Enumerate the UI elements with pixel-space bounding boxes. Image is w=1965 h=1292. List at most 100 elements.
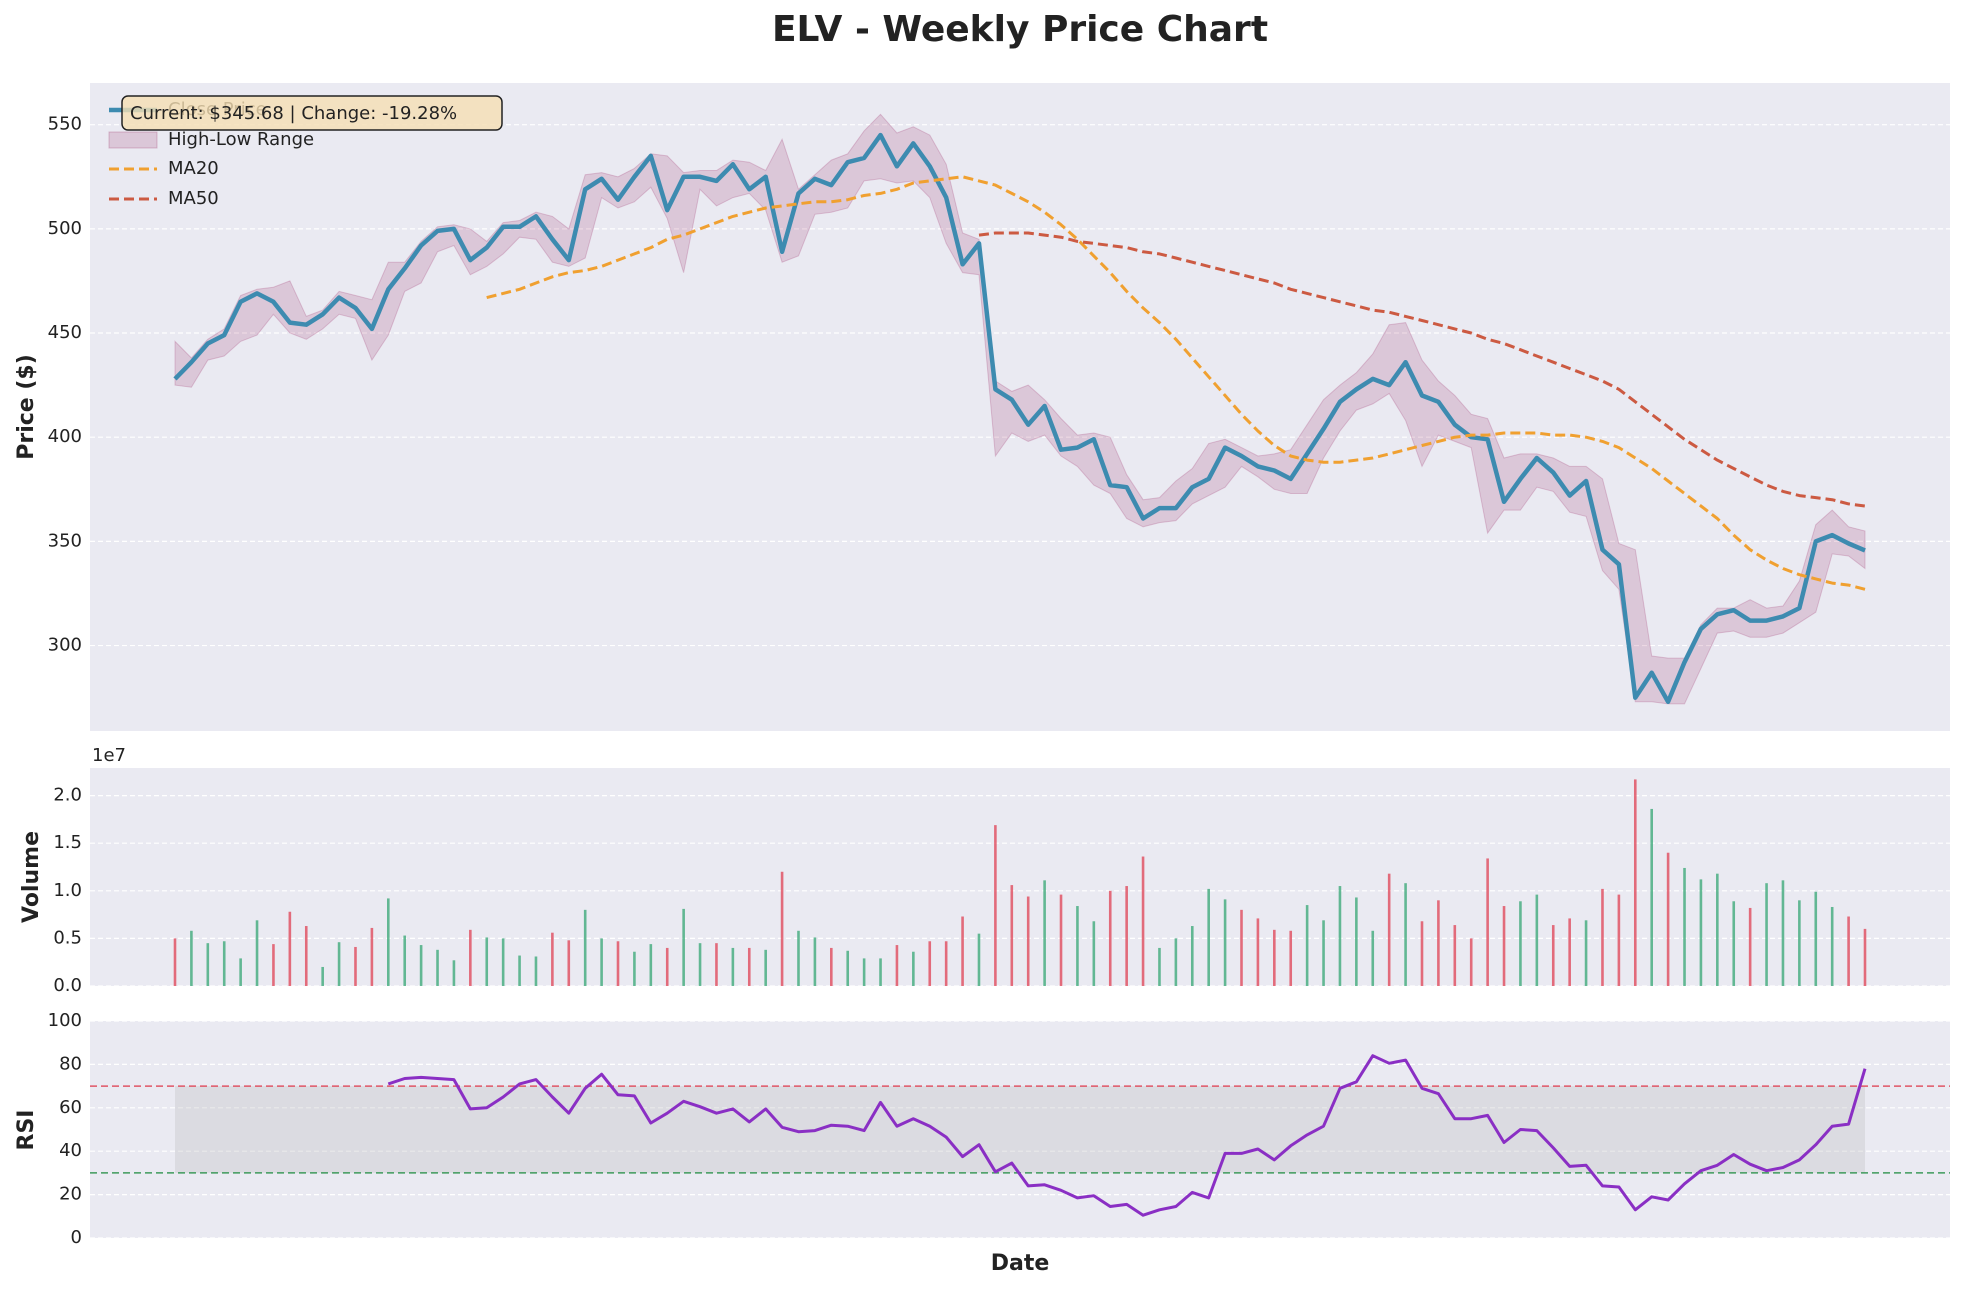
volume-bar	[977, 933, 981, 986]
volume-bar	[567, 940, 571, 986]
volume-bar	[731, 947, 735, 986]
volume-bar	[1814, 891, 1818, 986]
volume-bar	[534, 956, 538, 986]
plot-area	[90, 768, 1950, 986]
volume-bar	[173, 938, 177, 986]
volume-bar	[1748, 907, 1752, 986]
volume-bar	[1551, 925, 1555, 986]
volume-bar	[1617, 894, 1621, 986]
volume-bar	[419, 945, 423, 986]
volume-bar	[1453, 925, 1457, 986]
y-tick-label: 40	[59, 1140, 82, 1161]
volume-bar	[1387, 873, 1391, 986]
volume-bar	[1568, 918, 1571, 986]
volume-bar	[452, 960, 456, 986]
volume-bar	[862, 958, 866, 986]
volume-bar	[518, 955, 521, 986]
volume-bar	[616, 941, 620, 986]
plot-area	[90, 1021, 1950, 1238]
volume-bar	[813, 937, 817, 986]
volume-bar	[1158, 947, 1161, 986]
volume-bar	[304, 926, 308, 986]
y-tick-label: 1.5	[53, 832, 82, 853]
volume-bar	[288, 911, 292, 986]
volume-bar	[961, 916, 964, 986]
legend-swatch	[108, 131, 158, 149]
volume-bar	[1502, 906, 1506, 986]
volume-bar	[1322, 920, 1325, 986]
volume-bar	[747, 947, 751, 986]
volume-bar	[1716, 873, 1719, 986]
price-line	[387, 1054, 1867, 1217]
volume-bar	[255, 920, 259, 986]
annotation: Current: $345.68 | Change: -19.28%	[130, 103, 457, 124]
volume-bar	[1830, 906, 1834, 986]
volume-bar	[600, 938, 603, 986]
volume-bar	[321, 966, 324, 986]
y-tick-label: 550	[48, 114, 82, 135]
y-axis-label: Volume	[19, 831, 44, 923]
volume-bar	[928, 941, 932, 986]
y-axis-label: Price ($)	[14, 354, 39, 460]
chart-title: ELV - Weekly Price Chart	[772, 9, 1268, 50]
volume-bar	[1207, 888, 1210, 986]
y-tick-label: 80	[59, 1053, 82, 1074]
volume-bar	[846, 950, 850, 986]
moving-average-line	[486, 175, 1866, 591]
volume-bar	[1601, 888, 1604, 986]
volume-bar	[1437, 900, 1440, 986]
volume-bar	[1125, 886, 1128, 986]
volume-bar	[1092, 921, 1096, 986]
y-tick-label: 0.0	[53, 975, 82, 996]
volume-bar	[1404, 883, 1407, 986]
volume-bar	[715, 943, 718, 986]
volume-bar	[1584, 920, 1588, 986]
volume-bar	[1469, 938, 1473, 986]
volume-bar	[370, 927, 374, 986]
volume-bar	[633, 951, 636, 986]
volume-bar	[1289, 930, 1293, 986]
volume-bar	[1305, 905, 1309, 986]
volume-bar	[994, 825, 997, 986]
annotation-box	[121, 95, 503, 131]
volume-bar	[436, 949, 439, 986]
volume-bar	[1108, 890, 1112, 986]
volume-bar	[1355, 897, 1358, 986]
volume-bar	[1059, 894, 1063, 986]
volume-bar	[403, 935, 407, 986]
y-tick-label: 0.5	[53, 927, 82, 948]
volume-bar	[1190, 926, 1194, 986]
volume-bar	[501, 938, 505, 986]
y-tick-label: 400	[48, 426, 82, 447]
volume-bar	[1798, 900, 1801, 986]
y-tick-label: 60	[59, 1097, 82, 1118]
volume-bar	[272, 944, 275, 986]
volume-bar	[1519, 901, 1522, 986]
volume-bar	[1026, 896, 1030, 986]
x-axis-label: Date	[991, 1251, 1050, 1276]
y-tick-label: 100	[48, 1010, 82, 1031]
volume-bar	[337, 942, 341, 986]
volume-bar	[1174, 938, 1178, 986]
volume-bar	[485, 937, 489, 986]
volume-bar	[912, 951, 915, 986]
price-line	[173, 132, 1866, 705]
volume-bar	[682, 908, 685, 986]
volume-bar	[698, 943, 702, 986]
volume-bar	[1338, 886, 1342, 986]
volume-bar	[1141, 856, 1145, 986]
volume-bar	[944, 941, 948, 986]
volume-bar	[190, 930, 193, 986]
volume-bar	[239, 958, 242, 986]
y-tick-label: 300	[48, 635, 82, 656]
volume-bar	[1256, 918, 1260, 986]
volume-bar	[387, 898, 390, 986]
volume-bar	[764, 949, 767, 986]
volume-bar	[1420, 921, 1424, 986]
volume-bar	[1043, 880, 1046, 986]
y-tick-label: 1.0	[53, 880, 82, 901]
volume-bar	[1223, 899, 1227, 986]
volume-bar	[1732, 901, 1736, 986]
moving-average-line	[978, 231, 1866, 508]
